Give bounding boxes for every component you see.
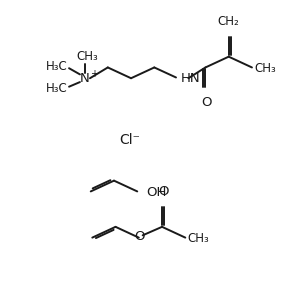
Text: N: N: [80, 72, 89, 85]
Text: CH₂: CH₂: [218, 15, 239, 28]
Text: +: +: [90, 68, 98, 79]
Text: CH₃: CH₃: [188, 232, 209, 245]
Text: CH₃: CH₃: [77, 50, 98, 63]
Text: H₃C: H₃C: [46, 60, 67, 73]
Text: HN: HN: [181, 72, 200, 86]
Text: CH₃: CH₃: [254, 62, 276, 75]
Text: H₃C: H₃C: [46, 82, 67, 95]
Text: Cl⁻: Cl⁻: [119, 133, 140, 147]
Text: O: O: [134, 230, 145, 243]
Text: O: O: [158, 185, 169, 198]
Text: OH: OH: [147, 186, 167, 199]
Text: O: O: [202, 96, 212, 109]
